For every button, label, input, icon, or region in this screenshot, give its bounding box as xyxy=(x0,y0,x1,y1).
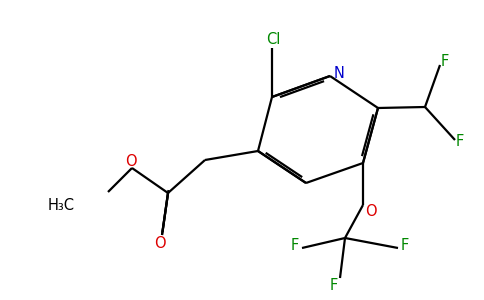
Text: F: F xyxy=(441,55,449,70)
Text: F: F xyxy=(291,238,299,253)
Text: Cl: Cl xyxy=(266,32,280,47)
Text: O: O xyxy=(125,154,137,169)
Text: O: O xyxy=(154,236,166,250)
Text: F: F xyxy=(456,134,464,149)
Text: F: F xyxy=(330,278,338,292)
Text: N: N xyxy=(333,67,345,82)
Text: O: O xyxy=(365,203,377,218)
Text: H₃C: H₃C xyxy=(48,197,75,212)
Text: F: F xyxy=(401,238,409,253)
